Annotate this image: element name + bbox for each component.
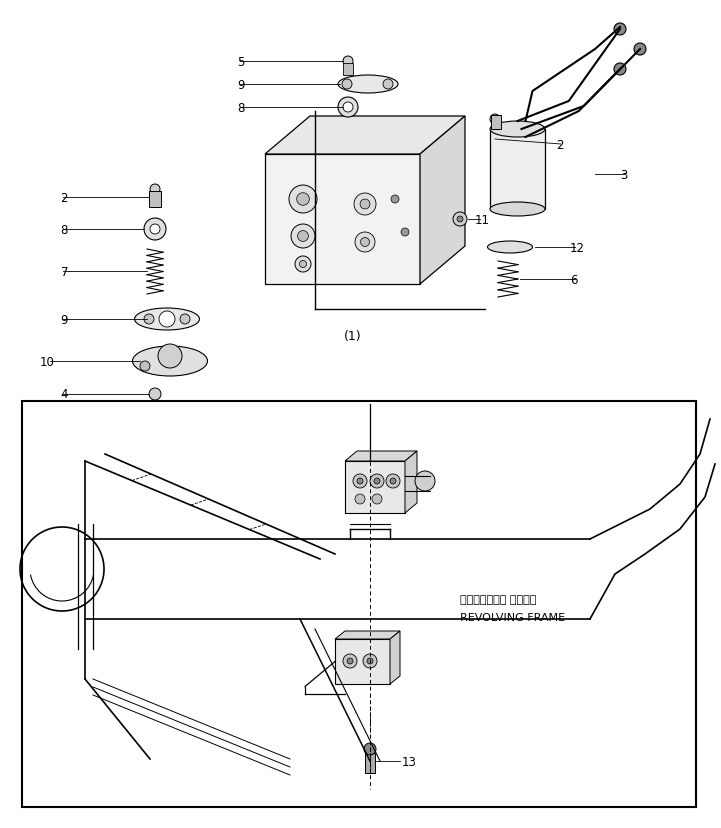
Circle shape	[353, 474, 367, 489]
Circle shape	[295, 257, 311, 272]
Circle shape	[372, 494, 382, 504]
Circle shape	[347, 658, 353, 664]
Ellipse shape	[490, 122, 545, 137]
Circle shape	[374, 479, 380, 484]
Circle shape	[360, 200, 370, 209]
Circle shape	[289, 185, 317, 214]
Circle shape	[386, 474, 400, 489]
Text: 5: 5	[238, 55, 245, 69]
Circle shape	[343, 103, 353, 113]
Polygon shape	[335, 631, 400, 639]
Circle shape	[367, 658, 373, 664]
Circle shape	[360, 238, 369, 248]
Circle shape	[364, 743, 376, 755]
Circle shape	[354, 194, 376, 216]
Bar	[22, 402, 696, 807]
Circle shape	[401, 229, 409, 237]
Circle shape	[343, 654, 357, 668]
Text: 12: 12	[570, 241, 585, 254]
Circle shape	[363, 654, 377, 668]
Circle shape	[634, 44, 646, 56]
Circle shape	[390, 479, 396, 484]
Text: 4: 4	[61, 388, 68, 401]
Circle shape	[299, 261, 306, 268]
Circle shape	[150, 224, 160, 234]
Circle shape	[490, 115, 500, 125]
Circle shape	[140, 362, 150, 372]
Circle shape	[291, 224, 315, 248]
Text: 7: 7	[61, 265, 68, 278]
Ellipse shape	[338, 76, 398, 94]
Polygon shape	[420, 117, 465, 285]
Text: 9: 9	[61, 313, 68, 326]
Circle shape	[297, 194, 309, 206]
Text: (1): (1)	[344, 330, 361, 343]
Bar	[365, 753, 375, 773]
Bar	[335, 639, 390, 684]
Text: 3: 3	[620, 168, 627, 181]
Text: REVOLVING FRAME: REVOLVING FRAME	[460, 612, 565, 623]
Polygon shape	[405, 451, 417, 513]
Circle shape	[614, 24, 626, 36]
Circle shape	[298, 231, 309, 242]
Bar	[490, 130, 545, 209]
Circle shape	[355, 233, 375, 253]
Circle shape	[338, 98, 358, 118]
Polygon shape	[265, 117, 465, 155]
Text: 2: 2	[556, 138, 564, 152]
Circle shape	[457, 217, 463, 223]
Circle shape	[158, 344, 182, 368]
Text: 11: 11	[475, 214, 490, 226]
Circle shape	[150, 185, 160, 195]
Text: 8: 8	[238, 101, 245, 114]
Polygon shape	[265, 155, 420, 285]
Text: 8: 8	[61, 224, 68, 236]
Ellipse shape	[135, 309, 200, 330]
Circle shape	[357, 479, 363, 484]
Bar	[491, 116, 501, 130]
Circle shape	[415, 471, 435, 491]
Circle shape	[180, 315, 190, 325]
Circle shape	[370, 474, 384, 489]
Bar	[149, 192, 161, 208]
Polygon shape	[345, 451, 417, 461]
Circle shape	[144, 219, 166, 241]
Ellipse shape	[487, 242, 533, 253]
Text: 13: 13	[402, 754, 417, 768]
Circle shape	[343, 57, 353, 67]
Bar	[345, 461, 405, 513]
Text: レボルビング・ フレーム: レボルビング・ フレーム	[460, 595, 536, 604]
Circle shape	[391, 195, 399, 204]
Text: 10: 10	[40, 355, 55, 368]
Circle shape	[144, 315, 154, 325]
Text: 6: 6	[570, 273, 578, 286]
Circle shape	[342, 80, 352, 90]
Bar	[343, 64, 353, 76]
Circle shape	[383, 80, 393, 90]
Text: 9: 9	[237, 79, 245, 91]
Text: 2: 2	[61, 191, 68, 205]
Circle shape	[614, 64, 626, 76]
Ellipse shape	[490, 203, 545, 217]
Circle shape	[355, 494, 365, 504]
Polygon shape	[390, 631, 400, 684]
Circle shape	[149, 388, 161, 401]
Ellipse shape	[133, 347, 208, 377]
Bar	[22, 402, 696, 807]
Circle shape	[453, 213, 467, 227]
Circle shape	[159, 311, 175, 328]
